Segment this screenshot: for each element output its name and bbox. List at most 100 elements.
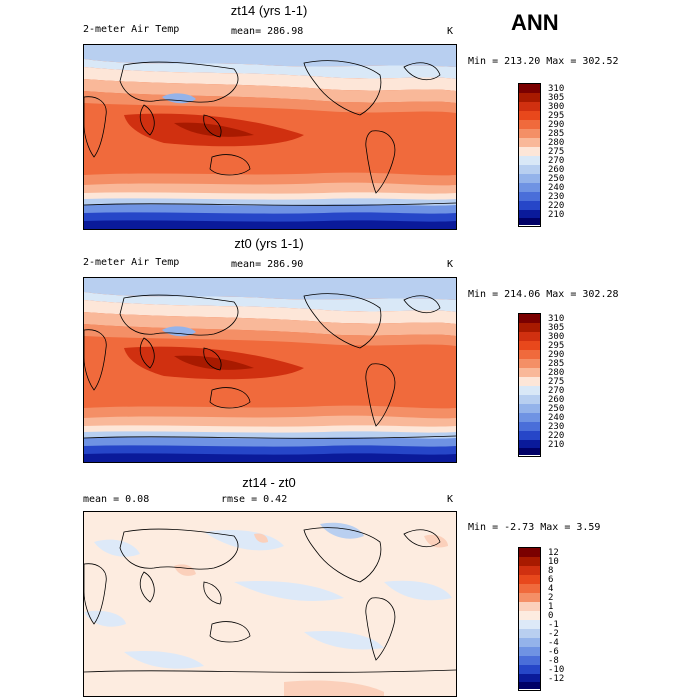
panel-2-title: zt0 (yrs 1-1) — [234, 236, 304, 251]
coastline — [303, 527, 382, 583]
coastline — [365, 363, 396, 427]
coastline — [365, 597, 396, 661]
panel-1-units: K — [447, 26, 454, 37]
coastline — [203, 581, 222, 605]
coastline — [209, 387, 251, 409]
colorbar-tick-label: 305 — [548, 93, 565, 103]
panel-3-colorbar — [518, 547, 541, 691]
panel-3-units: K — [447, 494, 454, 505]
coastline — [84, 202, 456, 206]
colorbar-tick-label: 240 — [548, 183, 565, 193]
colorbar-tick-label: 285 — [548, 359, 565, 369]
colorbar-tick-label: 300 — [548, 332, 565, 342]
temp-band — [84, 67, 456, 91]
coastline — [119, 528, 239, 570]
coastline — [84, 96, 107, 158]
colorbar-tick-label: 310 — [548, 84, 565, 94]
panel-1-minmax: Min = 213.20 Max = 302.52 — [468, 56, 619, 67]
plateau — [162, 93, 196, 104]
coastline — [119, 294, 239, 336]
panel-2-mean: mean= 286.90 — [231, 259, 304, 270]
colorbar-tick-label: 220 — [548, 201, 565, 211]
panel-2-minmax: Min = 214.06 Max = 302.28 — [468, 289, 619, 300]
colorbar-tick-label: -6 — [548, 647, 559, 657]
panel-1-variable: 2-meter Air Temp — [83, 24, 180, 35]
colorbar-tick-label: 295 — [548, 341, 565, 351]
colorbar-tick-label: -4 — [548, 638, 559, 648]
colorbar-tick-label: -12 — [548, 674, 565, 684]
diff-patch — [424, 534, 448, 548]
panel-3-mean: mean = 0.08 — [83, 494, 150, 505]
temp-band — [84, 312, 456, 336]
warm-pool — [174, 122, 254, 137]
colorbar-tick-label: 275 — [548, 377, 565, 387]
panel-3-title: zt14 - zt0 — [242, 475, 296, 490]
colorbar-tick-label: 230 — [548, 422, 565, 432]
panel-3-minmax: Min = -2.73 Max = 3.59 — [468, 522, 601, 533]
colorbar-tick-label: 260 — [548, 395, 565, 405]
colorbar-tick-label: 295 — [548, 111, 565, 121]
panel-1-map — [83, 44, 457, 230]
coastline — [84, 563, 107, 625]
colorbar-tick-label: 275 — [548, 147, 565, 157]
coastline — [403, 295, 441, 314]
colorbar-tick-label: 8 — [548, 566, 554, 576]
colorbar-tick-label: -8 — [548, 656, 559, 666]
coastline — [203, 114, 222, 138]
warm-pool — [174, 355, 254, 370]
coastline — [209, 154, 251, 176]
panel-2-colorbar — [518, 313, 541, 457]
panel-1-colorbar — [518, 83, 541, 227]
colorbar-tick-label: 270 — [548, 156, 565, 166]
colorbar-tick-label: 0 — [548, 611, 554, 621]
colorbar-tick-label: 270 — [548, 386, 565, 396]
panel-1-mean: mean= 286.98 — [231, 26, 304, 37]
diff-patch — [94, 539, 140, 557]
temp-band — [84, 278, 456, 300]
panel-1-title: zt14 (yrs 1-1) — [230, 3, 308, 18]
colorbar-tick-label: 280 — [548, 138, 565, 148]
colorbar-tick-label: -2 — [548, 629, 559, 639]
temp-band — [84, 59, 456, 79]
colorbar-tick-label: 310 — [548, 314, 565, 324]
coastline — [119, 61, 239, 103]
coastline — [209, 621, 251, 643]
plateau — [162, 326, 196, 337]
colorbar-tick-label: 210 — [548, 440, 565, 450]
coastline — [203, 347, 222, 371]
temp-band — [84, 300, 456, 324]
colorbar-tick-label: -1 — [548, 620, 559, 630]
diff-patch — [304, 630, 384, 650]
colorbar-tick-label: -10 — [548, 665, 565, 675]
colorbar-tick-label: 230 — [548, 192, 565, 202]
coastline — [84, 669, 456, 673]
colorbar-tick-label: 2 — [548, 593, 554, 603]
diff-patch — [320, 522, 364, 539]
coastline — [403, 62, 441, 81]
colorbar-tick-label: 6 — [548, 575, 554, 585]
diff-patch — [384, 580, 452, 601]
colorbar-tick-label: 12 — [548, 548, 559, 558]
diff-patch — [284, 680, 384, 696]
coastline — [139, 337, 155, 369]
diff-patch — [234, 580, 344, 601]
colorbar-tick-label: 290 — [548, 350, 565, 360]
panel-2-units: K — [447, 259, 454, 270]
panel-2-map — [83, 277, 457, 463]
colorbar-tick-label: 210 — [548, 210, 565, 220]
panel-3-map — [83, 511, 457, 697]
colorbar-tick-label: 300 — [548, 102, 565, 112]
colorbar-tick-label: 285 — [548, 129, 565, 139]
colorbar-tick-label: 1 — [548, 602, 554, 612]
colorbar-tick-label: 260 — [548, 165, 565, 175]
colorbar-tick-label: 220 — [548, 431, 565, 441]
panel-3-rmse: rmse = 0.42 — [221, 494, 288, 505]
coastline — [139, 104, 155, 136]
coastline — [139, 571, 155, 603]
colorbar-tick-label: 10 — [548, 557, 559, 567]
colorbar-tick-label: 240 — [548, 413, 565, 423]
coastline — [84, 435, 456, 439]
temp-band — [84, 45, 456, 67]
temp-band — [84, 292, 456, 312]
coastline — [403, 529, 441, 548]
